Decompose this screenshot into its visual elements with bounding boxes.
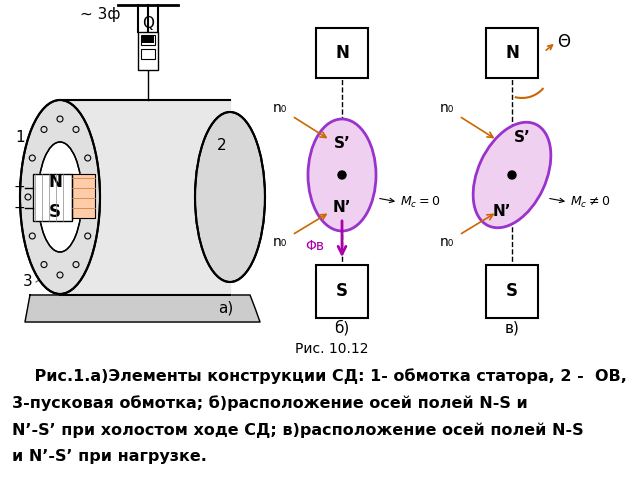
Polygon shape bbox=[25, 295, 260, 322]
Circle shape bbox=[508, 171, 516, 179]
Text: Рис.1.а)Элементы конструкции СД: 1- обмотка статора, 2 -  ОВ,: Рис.1.а)Элементы конструкции СД: 1- обмо… bbox=[12, 368, 627, 384]
Text: S: S bbox=[506, 282, 518, 300]
Text: Θ: Θ bbox=[557, 33, 570, 51]
Text: Q: Q bbox=[142, 15, 154, 31]
Text: S’: S’ bbox=[333, 135, 350, 151]
Text: N: N bbox=[505, 44, 519, 62]
Bar bbox=[141, 35, 155, 45]
Bar bbox=[316, 28, 368, 78]
Bar bbox=[316, 265, 368, 318]
Text: а): а) bbox=[218, 300, 233, 315]
Text: N: N bbox=[48, 173, 62, 191]
Ellipse shape bbox=[195, 112, 265, 282]
Text: N’: N’ bbox=[493, 204, 511, 218]
Ellipse shape bbox=[20, 100, 100, 294]
Bar bbox=[486, 28, 538, 78]
Text: n₀: n₀ bbox=[273, 101, 287, 115]
Bar bbox=[141, 49, 155, 59]
Text: ~ 3ф: ~ 3ф bbox=[80, 7, 120, 22]
Polygon shape bbox=[316, 28, 368, 78]
Text: −: − bbox=[13, 201, 25, 215]
Text: S’: S’ bbox=[515, 130, 531, 144]
Text: и N’-S’ при нагрузке.: и N’-S’ при нагрузке. bbox=[12, 449, 207, 464]
Bar bbox=[486, 265, 538, 318]
Bar bbox=[72, 174, 95, 218]
Text: n₀: n₀ bbox=[440, 235, 454, 249]
Bar bbox=[33, 174, 72, 221]
Text: N: N bbox=[335, 44, 349, 62]
Text: Рис. 10.12: Рис. 10.12 bbox=[295, 342, 369, 356]
Bar bbox=[138, 32, 158, 70]
Polygon shape bbox=[72, 174, 95, 218]
Text: S: S bbox=[49, 203, 61, 221]
Polygon shape bbox=[60, 100, 230, 295]
Text: б): б) bbox=[334, 320, 349, 336]
Text: n₀: n₀ bbox=[273, 235, 287, 249]
Polygon shape bbox=[486, 265, 538, 318]
Text: $M_c=0$: $M_c=0$ bbox=[400, 194, 440, 210]
Text: +: + bbox=[13, 180, 25, 194]
Bar bbox=[142, 36, 154, 43]
Text: N’-S’ при холостом ходе СД; в)расположение осей полей N-S: N’-S’ при холостом ходе СД; в)расположен… bbox=[12, 422, 584, 437]
Ellipse shape bbox=[308, 119, 376, 231]
Text: N’: N’ bbox=[333, 200, 351, 215]
Text: в): в) bbox=[504, 321, 520, 336]
Polygon shape bbox=[486, 28, 538, 78]
Polygon shape bbox=[33, 174, 72, 221]
Text: 3: 3 bbox=[23, 275, 33, 289]
Text: n₀: n₀ bbox=[440, 101, 454, 115]
Text: 1: 1 bbox=[15, 131, 25, 145]
Text: S: S bbox=[336, 282, 348, 300]
Text: 2: 2 bbox=[217, 137, 227, 153]
Ellipse shape bbox=[38, 142, 82, 252]
Circle shape bbox=[338, 171, 346, 179]
Text: $M_c\neq 0$: $M_c\neq 0$ bbox=[570, 194, 611, 210]
Text: 3-пусковая обмотка; б)расположение осей полей N-S и: 3-пусковая обмотка; б)расположение осей … bbox=[12, 395, 528, 411]
Ellipse shape bbox=[473, 122, 551, 228]
Polygon shape bbox=[316, 265, 368, 318]
Text: Φв: Φв bbox=[305, 239, 324, 253]
